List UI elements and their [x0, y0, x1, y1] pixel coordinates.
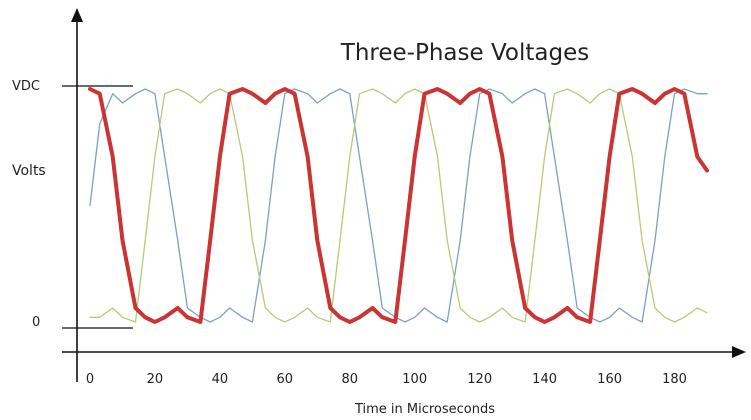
- x-axis-arrowhead: [732, 346, 746, 358]
- x-tick-label: 20: [147, 372, 164, 387]
- series-layer: [88, 87, 709, 324]
- y-axis-arrowhead: [71, 8, 83, 22]
- y-tick-label-zero: 0: [32, 315, 40, 330]
- x-tick-label: 180: [662, 372, 687, 387]
- y-tick-label-vdc: VDC: [12, 79, 40, 94]
- x-axis-label: Time in Microseconds: [354, 402, 495, 417]
- phase-series-line-2: [89, 88, 708, 323]
- x-tick-label: 140: [532, 372, 557, 387]
- phase-series-line-1: [88, 87, 709, 324]
- x-tick-layer: 0 20 40 60 80 100 120 140 160 180: [86, 372, 687, 387]
- y-axis-label: Volts: [12, 163, 46, 179]
- x-tick-label: 100: [402, 372, 427, 387]
- x-tick-label: 40: [212, 372, 229, 387]
- x-tick-label: 120: [467, 372, 492, 387]
- chart-title: Three-Phase Voltages: [340, 40, 589, 66]
- x-tick-label: 80: [342, 372, 359, 387]
- phase-series-line-3: [89, 88, 708, 323]
- x-tick-label: 0: [86, 372, 94, 387]
- x-tick-label: 60: [277, 372, 294, 387]
- x-tick-label: 160: [597, 372, 622, 387]
